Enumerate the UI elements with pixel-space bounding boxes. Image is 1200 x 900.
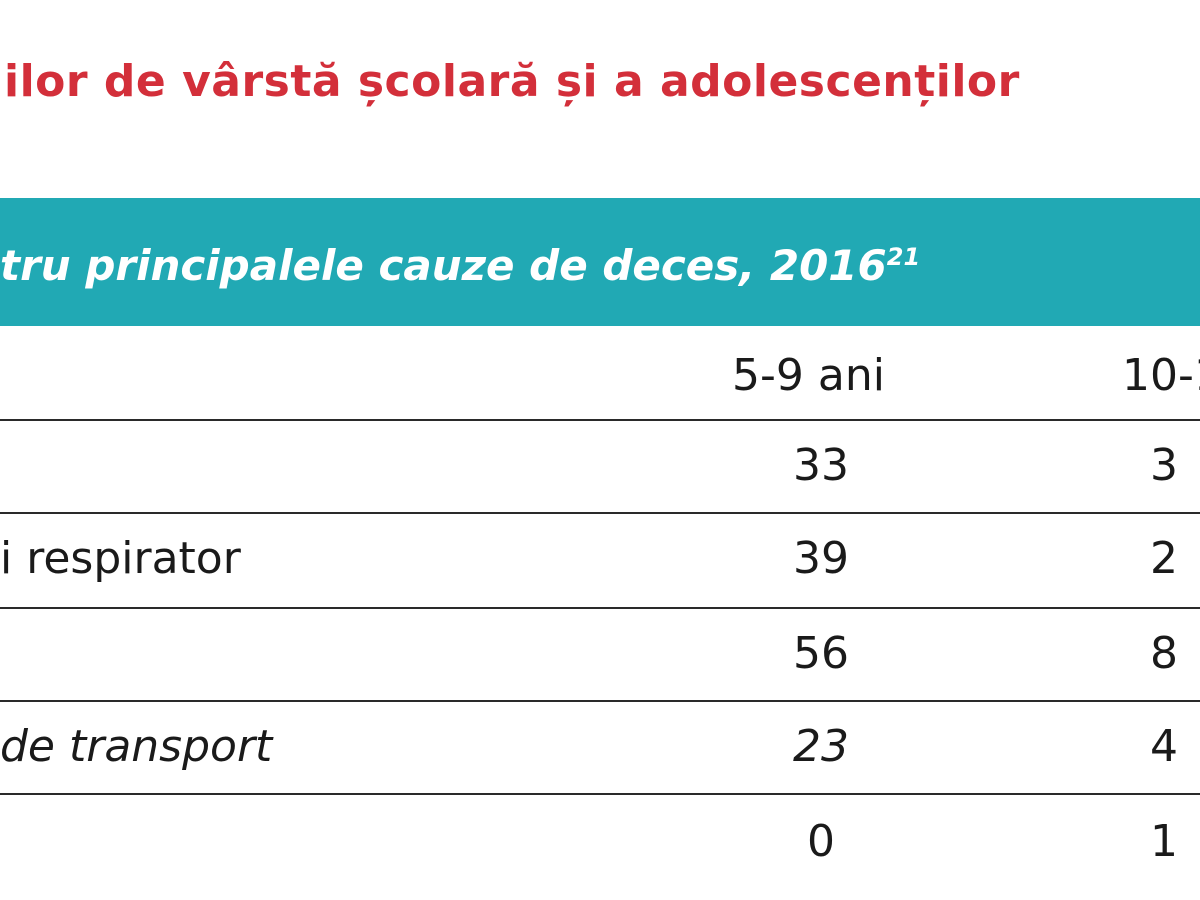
table-rule — [0, 793, 1200, 795]
row-value-10-14: 4 — [1150, 721, 1178, 772]
row-value-5-9: 56 — [793, 628, 849, 679]
row-value-10-14: 8 — [1150, 628, 1178, 679]
data-table: 5-9 ani 10-1 33 3 i respirator 39 2 56 8… — [0, 326, 1200, 900]
table-row: 0 1 — [0, 795, 1200, 887]
row-label: de transport — [0, 721, 273, 772]
row-value-10-14: 1 — [1150, 816, 1178, 867]
row-value-10-14: 3 — [1150, 440, 1178, 491]
table-rule — [0, 607, 1200, 609]
footnote-marker: 21 — [886, 243, 921, 271]
row-value-5-9: 39 — [793, 533, 849, 584]
table-row: de transport 23 4 — [0, 702, 1200, 794]
page-title-text: ilor de vârstă școlară și a adolescențil… — [4, 56, 1020, 107]
table-caption-banner: tru principalele cauze de deces, 201621 — [0, 198, 1200, 326]
row-value-10-14: 2 — [1150, 533, 1178, 584]
row-label: i respirator — [0, 533, 241, 584]
table-rule — [0, 512, 1200, 514]
table-row: i respirator 39 2 — [0, 514, 1200, 606]
row-value-5-9: 0 — [807, 816, 835, 867]
table-header-row: 5-9 ani 10-1 — [0, 326, 1200, 420]
row-value-5-9: 33 — [793, 440, 849, 491]
column-header-5-9: 5-9 ani — [732, 350, 885, 401]
row-value-5-9: 23 — [793, 721, 849, 772]
table-row: 56 8 — [0, 609, 1200, 701]
column-header-10-14: 10-1 — [1122, 350, 1200, 401]
table-caption: tru principalele cauze de deces, 201621 — [0, 236, 920, 296]
table-rule — [0, 700, 1200, 702]
page-title: ilor de vârstă școlară și a adolescențil… — [0, 52, 1200, 112]
table-row: 33 3 — [0, 421, 1200, 513]
table-caption-text: tru principalele cauze de deces, 2016 — [0, 241, 887, 290]
table-rule — [0, 419, 1200, 421]
